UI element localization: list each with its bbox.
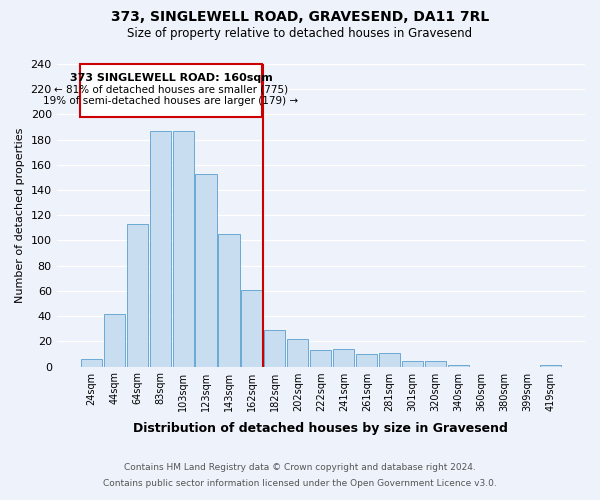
Text: 373 SINGLEWELL ROAD: 160sqm: 373 SINGLEWELL ROAD: 160sqm bbox=[70, 73, 272, 83]
Bar bbox=[265, 330, 286, 366]
Bar bbox=[218, 234, 239, 366]
Bar bbox=[196, 174, 217, 366]
Bar bbox=[173, 131, 194, 366]
Y-axis label: Number of detached properties: Number of detached properties bbox=[15, 128, 25, 303]
Bar bbox=[356, 354, 377, 366]
Bar bbox=[425, 362, 446, 366]
Bar bbox=[333, 349, 355, 366]
Text: Contains public sector information licensed under the Open Government Licence v3: Contains public sector information licen… bbox=[103, 478, 497, 488]
Text: 373, SINGLEWELL ROAD, GRAVESEND, DA11 7RL: 373, SINGLEWELL ROAD, GRAVESEND, DA11 7R… bbox=[111, 10, 489, 24]
Bar bbox=[310, 350, 331, 366]
Bar bbox=[104, 314, 125, 366]
Bar bbox=[80, 359, 102, 366]
Bar bbox=[287, 339, 308, 366]
X-axis label: Distribution of detached houses by size in Gravesend: Distribution of detached houses by size … bbox=[133, 422, 508, 435]
Bar bbox=[379, 352, 400, 366]
Text: Size of property relative to detached houses in Gravesend: Size of property relative to detached ho… bbox=[127, 28, 473, 40]
Bar bbox=[80, 64, 262, 117]
Bar bbox=[127, 224, 148, 366]
Bar bbox=[241, 290, 263, 366]
Bar bbox=[149, 131, 170, 366]
Text: ← 81% of detached houses are smaller (775): ← 81% of detached houses are smaller (77… bbox=[54, 84, 288, 94]
Text: 19% of semi-detached houses are larger (179) →: 19% of semi-detached houses are larger (… bbox=[43, 96, 299, 106]
Bar bbox=[402, 362, 423, 366]
Text: Contains HM Land Registry data © Crown copyright and database right 2024.: Contains HM Land Registry data © Crown c… bbox=[124, 464, 476, 472]
